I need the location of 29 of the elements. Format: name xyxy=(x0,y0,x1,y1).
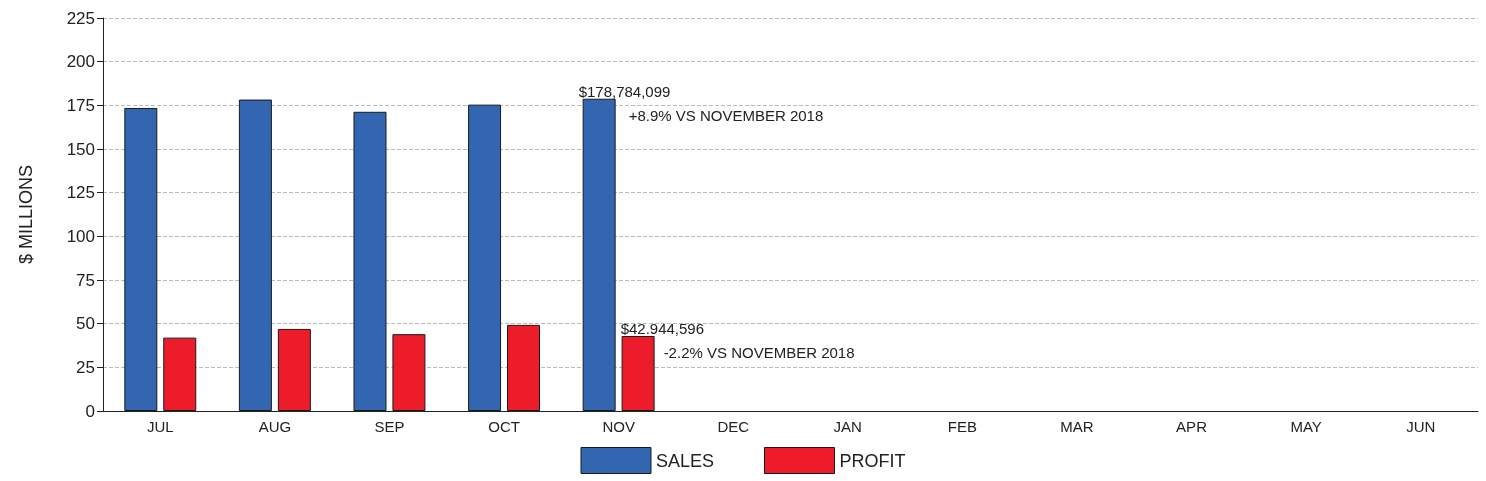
y-tick-label: 75 xyxy=(76,270,95,290)
x-tick-label: JAN xyxy=(833,418,862,435)
x-tick-label: NOV xyxy=(602,418,635,435)
x-tick-label: AUG xyxy=(258,418,292,435)
x-tick-label: JUL xyxy=(146,418,174,435)
x-tick-label: JUN xyxy=(1406,418,1436,435)
y-tick-label: 0 xyxy=(85,401,95,421)
y-tick-label: 150 xyxy=(66,139,95,159)
y-axis-title: $ MILLIONS xyxy=(16,164,36,265)
x-tick-label: OCT xyxy=(488,418,520,435)
legend-label: PROFIT xyxy=(839,450,906,471)
y-tick-label: 125 xyxy=(66,183,95,203)
x-tick-label: APR xyxy=(1176,418,1208,435)
y-tick-label: 175 xyxy=(66,95,95,115)
annotation: $178,784,099 xyxy=(578,82,671,100)
y-tick-label: 200 xyxy=(66,52,95,72)
annotation: +8.9% VS NOVEMBER 2018 xyxy=(628,106,824,124)
annotation: $42.944,596 xyxy=(620,319,705,337)
x-tick-label: MAY xyxy=(1290,418,1322,435)
annotation: -2.2% VS NOVEMBER 2018 xyxy=(663,343,855,361)
y-tick-label: 25 xyxy=(76,357,95,377)
x-tick-label: MAR xyxy=(1060,418,1094,435)
x-tick-label: DEC xyxy=(717,418,750,435)
x-tick-label: FEB xyxy=(947,418,977,435)
y-tick-label: 50 xyxy=(76,314,95,334)
y-tick-label: 100 xyxy=(66,226,95,246)
y-tick-label: 225 xyxy=(66,8,95,28)
legend-label: SALES xyxy=(655,450,715,471)
x-tick-label: SEP xyxy=(374,418,405,435)
